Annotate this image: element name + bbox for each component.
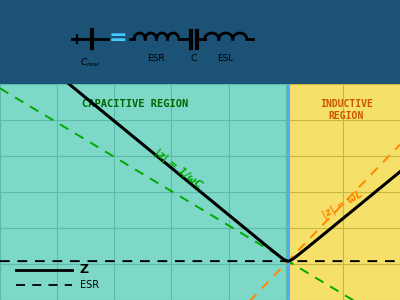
- Text: ESL: ESL: [218, 54, 234, 63]
- Text: ESR: ESR: [148, 54, 165, 63]
- Text: =: =: [109, 28, 127, 48]
- Bar: [288, 84, 400, 300]
- Bar: [0, 84, 288, 300]
- Text: Z: Z: [80, 263, 89, 276]
- Text: ESR: ESR: [80, 280, 99, 290]
- Text: INDUCTIVE
REGION: INDUCTIVE REGION: [320, 99, 373, 121]
- Text: $C_{real}$: $C_{real}$: [80, 57, 100, 69]
- Text: CAPACITIVE REGION: CAPACITIVE REGION: [82, 99, 188, 109]
- Text: |z| = ωL: |z| = ωL: [320, 189, 364, 221]
- Text: |z| = 1/ωC: |z| = 1/ωC: [152, 147, 204, 191]
- Text: C: C: [191, 54, 197, 63]
